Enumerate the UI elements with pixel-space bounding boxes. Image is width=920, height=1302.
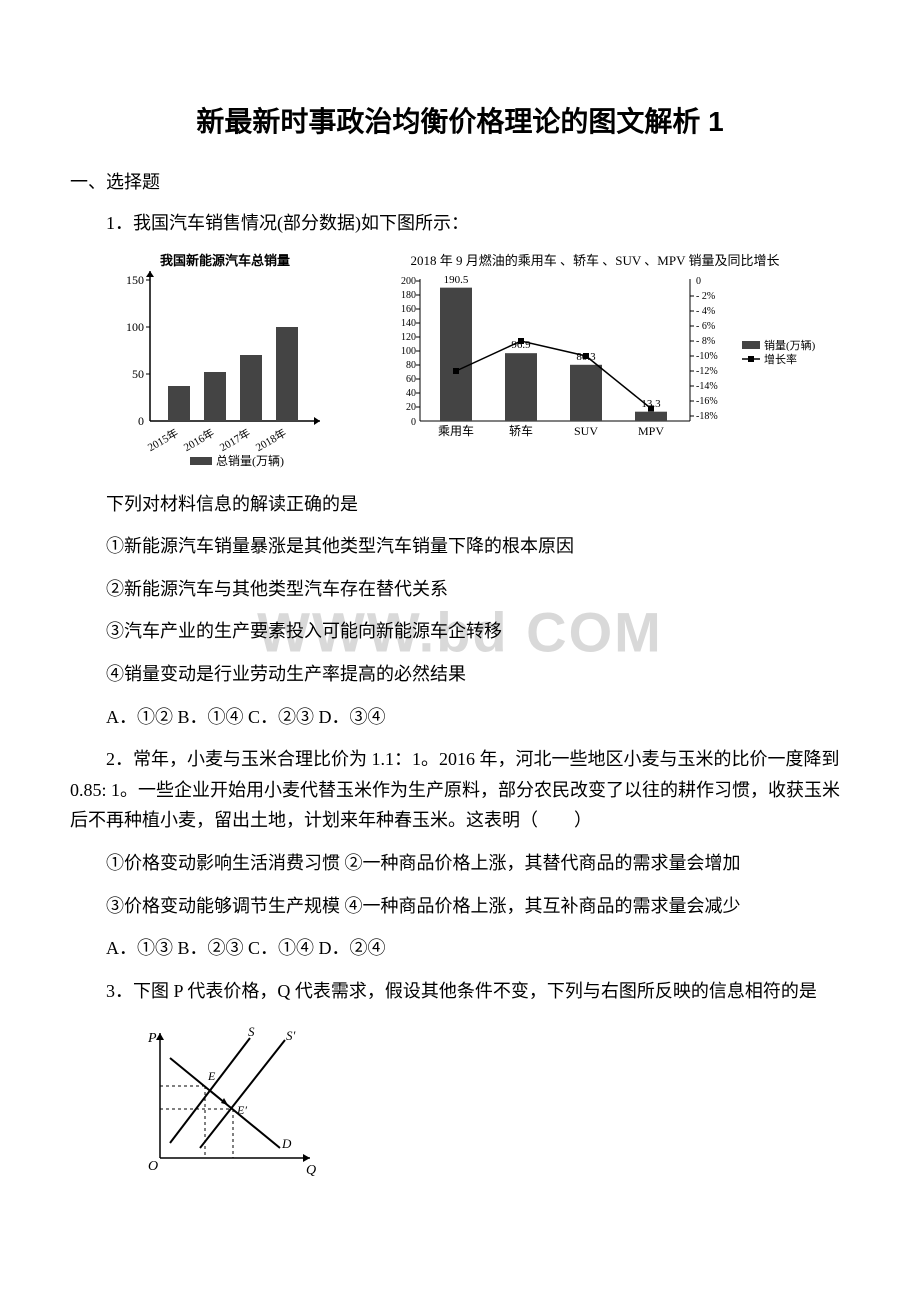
svg-text:总销量(万辆): 总销量(万辆) [216,454,284,468]
svg-text:190.5: 190.5 [444,274,469,286]
svg-text:MPV: MPV [638,424,664,438]
chart1-bar: 我国新能源汽车总销量 0 50 100 150 2 [110,251,340,471]
svg-text:80: 80 [406,360,416,371]
q1-after: 下列对材料信息的解读正确的是 [70,489,850,520]
svg-text:- 8%: - 8% [696,336,715,347]
svg-text:-18%: -18% [696,411,718,422]
svg-text:D: D [281,1136,292,1151]
q1-opt4: ④销量变动是行业劳动生产率提高的必然结果 [70,659,850,690]
svg-text:-10%: -10% [696,351,718,362]
q2-stem: 2．常年，小麦与玉米合理比价为 1.1：1。2016 年，河北一些地区小麦与玉米… [70,744,850,836]
svg-text:S′: S′ [286,1028,296,1043]
q2-opt-line2: ③价格变动能够调节生产规模 ④一种商品价格上涨，其互补商品的需求量会减少 [70,891,850,922]
svg-text:160: 160 [401,304,416,315]
section-heading: 一、选择题 [70,168,850,194]
svg-text:100: 100 [126,320,144,334]
svg-text:2016年: 2016年 [181,425,217,454]
q1-opt3: ③汽车产业的生产要素投入可能向新能源车企转移 [70,616,850,647]
q1-opt1: ①新能源汽车销量暴涨是其他类型汽车销量下降的根本原因 [70,531,850,562]
svg-text:-12%: -12% [696,366,718,377]
svg-text:20: 20 [406,402,416,413]
svg-text:增长率: 增长率 [764,352,797,366]
svg-text:60: 60 [406,374,416,385]
svg-text:-14%: -14% [696,381,718,392]
chart2-bar-line: 2018 年 9 月燃油的乘用车 、轿车 、SUV 、MPV 销量及同比增长 0… [370,251,840,451]
svg-text:E′: E′ [236,1103,247,1117]
svg-text:O: O [148,1159,158,1174]
svg-text:-16%: -16% [696,396,718,407]
svg-text:40: 40 [406,388,416,399]
charts-row: 我国新能源汽车总销量 0 50 100 150 2 [110,251,850,471]
q3-diagram: P O Q D S S′ E E′ [130,1018,850,1193]
svg-text:50: 50 [132,367,144,381]
q1-choices: A．①② B．①④ C．②③ D．③④ [70,702,850,733]
svg-text:2015年: 2015年 [145,425,181,454]
svg-text:0: 0 [138,414,144,428]
chart2-title: 2018 年 9 月燃油的乘用车 、轿车 、SUV 、MPV 销量及同比增长 [411,253,780,268]
svg-text:- 2%: - 2% [696,291,715,302]
page-title: 新最新时事政治均衡价格理论的图文解析 1 [70,100,850,140]
svg-text:0: 0 [411,417,416,428]
svg-text:Q: Q [306,1163,316,1178]
chart1-title: 我国新能源汽车总销量 [160,253,290,268]
svg-text:140: 140 [401,318,416,329]
q2-choices: A．①③ B．②③ C．①④ D．②④ [70,933,850,964]
svg-text:P: P [147,1031,157,1046]
svg-text:轿车: 轿车 [509,423,533,438]
svg-text:120: 120 [401,332,416,343]
svg-text:- 4%: - 4% [696,306,715,317]
svg-text:150: 150 [126,273,144,287]
svg-text:0: 0 [696,276,701,287]
svg-text:180: 180 [401,290,416,301]
q1-opt2: ②新能源汽车与其他类型汽车存在替代关系 [70,574,850,605]
svg-text:E: E [207,1069,216,1083]
q3-stem: 3．下图 P 代表价格，Q 代表需求，假设其他条件不变，下列与右图所反映的信息相… [70,976,850,1007]
svg-text:乘用车: 乘用车 [438,423,474,438]
q1-stem: 1．我国汽车销售情况(部分数据)如下图所示： [70,208,850,239]
svg-text:2017年: 2017年 [217,425,253,454]
q2-opt-line1: ①价格变动影响生活消费习惯 ②一种商品价格上涨，其替代商品的需求量会增加 [70,848,850,879]
svg-text:2018年: 2018年 [253,425,289,454]
svg-text:销量(万辆): 销量(万辆) [764,338,816,352]
svg-text:200: 200 [401,276,416,287]
svg-text:- 6%: - 6% [696,321,715,332]
svg-text:100: 100 [401,346,416,357]
svg-text:S: S [248,1024,255,1039]
svg-text:SUV: SUV [574,424,598,438]
